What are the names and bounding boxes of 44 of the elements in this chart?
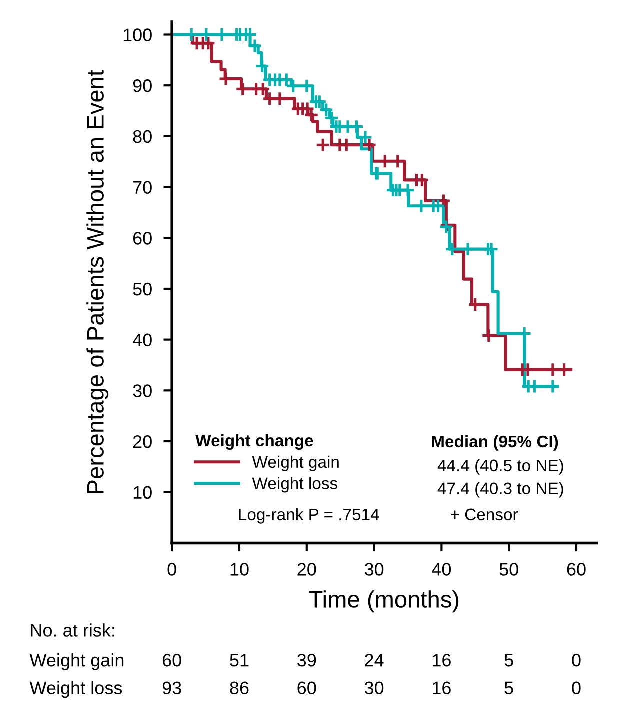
text: 16 <box>433 682 451 695</box>
text: 39 <box>298 654 316 667</box>
x-tick-label: 60 <box>567 563 586 576</box>
text: 60 <box>298 682 316 695</box>
y-tick-label: 70 <box>133 181 152 194</box>
text: 5 <box>504 654 514 667</box>
text: 24 <box>365 654 384 667</box>
y-tick-label: 30 <box>133 384 152 398</box>
legend-label: Weight gain <box>252 456 339 472</box>
y-tick-label: 20 <box>133 435 152 448</box>
y-tick-label: 100 <box>124 28 152 42</box>
x-axis-title: Time (months) <box>309 590 459 613</box>
x-tick-label: 0 <box>168 563 176 576</box>
y-tick-label: 40 <box>132 334 152 347</box>
text: Weight loss <box>30 681 122 698</box>
y-tick-label: 80 <box>133 130 152 144</box>
text: 93 <box>162 682 182 695</box>
text: 30 <box>364 682 384 695</box>
text: 0 <box>572 682 581 695</box>
text: 0 <box>572 654 581 667</box>
text: 60 <box>162 654 182 667</box>
x-tick-label: 40 <box>432 563 452 576</box>
text: 86 <box>230 682 249 695</box>
text: No. at risk: <box>31 624 114 637</box>
x-tick-label: 10 <box>230 563 249 576</box>
x-tick-label: 20 <box>298 563 316 576</box>
text: Weight gain <box>30 654 124 670</box>
x-tick-label: 50 <box>500 563 518 576</box>
annotation: Median (95% CI) <box>432 435 558 451</box>
text: 5 <box>504 682 514 695</box>
legend-title: Weight change <box>196 434 314 450</box>
y-tick-label: 10 <box>134 486 152 500</box>
annotation: + Censor <box>451 508 518 521</box>
legend-label: Weight loss <box>252 477 338 493</box>
y-tick-label: 50 <box>133 282 152 296</box>
annotation: 47.4 (40.3 to NE) <box>438 482 564 498</box>
y-tick-label: 60 <box>133 232 152 245</box>
text: 51 <box>230 654 249 667</box>
y-tick-label: 90 <box>133 80 152 92</box>
text: 16 <box>433 654 451 667</box>
y-axis-title: Percentage of Patients Without an Event <box>86 70 109 494</box>
annotation: 44.4 (40.5 to NE) <box>438 459 564 475</box>
annotation: Log-rank P = .7514 <box>239 508 380 524</box>
x-tick-label: 30 <box>364 563 384 576</box>
